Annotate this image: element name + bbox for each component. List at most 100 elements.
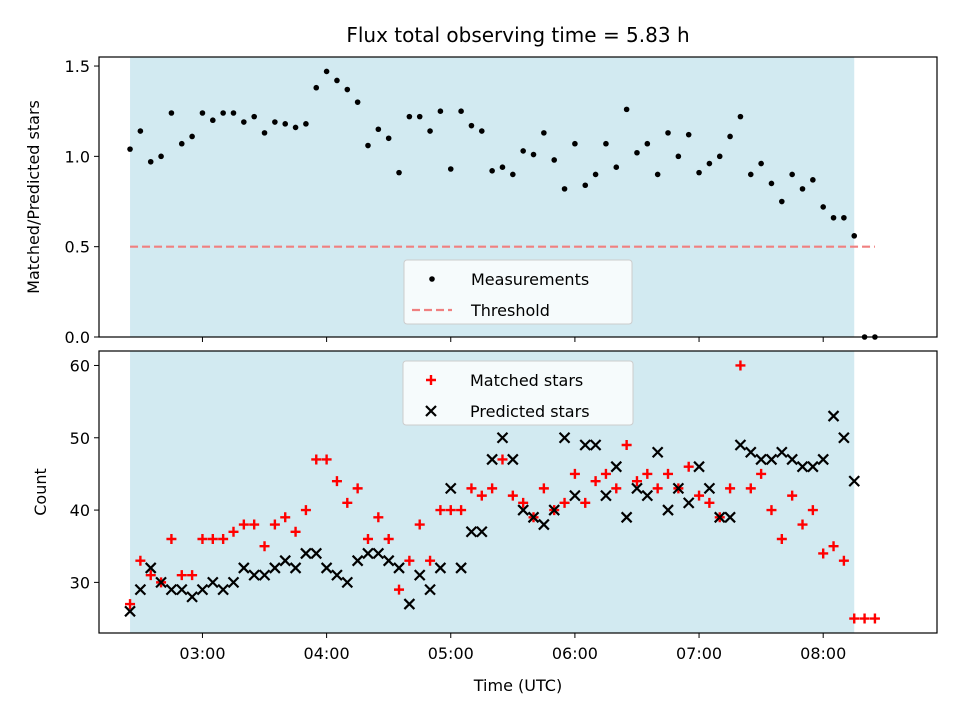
predicted-stars-point bbox=[134, 583, 147, 596]
predicted-stars-point bbox=[827, 410, 840, 422]
matched-stars-point bbox=[559, 497, 570, 508]
matched-stars-point bbox=[331, 476, 342, 487]
predicted-stars-point bbox=[217, 583, 229, 596]
matched-stars-point bbox=[869, 613, 880, 624]
measurement-point bbox=[634, 149, 640, 156]
measurement-point bbox=[830, 214, 837, 221]
predicted-stars-point bbox=[569, 489, 581, 502]
measurement-point bbox=[716, 153, 723, 160]
axes-frame bbox=[98, 350, 938, 634]
chart-title: Flux total observing time = 5.83 h bbox=[346, 23, 689, 47]
matched-stars-point bbox=[269, 519, 280, 530]
measurement-point bbox=[137, 128, 144, 134]
measurement-point bbox=[292, 124, 299, 131]
measurement-point bbox=[572, 140, 578, 147]
matched-stars-point bbox=[725, 483, 736, 494]
matched-stars-point bbox=[466, 483, 477, 494]
predicted-stars-point bbox=[289, 562, 302, 574]
predicted-stars-point bbox=[507, 453, 519, 466]
x-tick-label: 07:00 bbox=[676, 644, 722, 663]
legend-entry-label: Threshold bbox=[470, 301, 550, 320]
measurement-point bbox=[685, 131, 692, 138]
predicted-stars-point bbox=[382, 554, 395, 567]
matched-stars-point bbox=[445, 505, 456, 516]
predicted-stars-point bbox=[310, 547, 323, 560]
predicted-stars-point bbox=[413, 569, 426, 581]
measurement-point bbox=[158, 153, 164, 160]
matched-stars-point bbox=[580, 497, 591, 508]
matched-stars-point bbox=[238, 519, 249, 530]
matched-stars-point bbox=[311, 454, 322, 465]
matched-stars-point bbox=[828, 541, 839, 552]
predicted-stars-point bbox=[558, 431, 571, 444]
measurement-point bbox=[489, 168, 495, 174]
matched-stars-point bbox=[259, 541, 270, 552]
series-matched-stars bbox=[125, 360, 880, 624]
measurement-point bbox=[406, 113, 413, 120]
predicted-stars-point bbox=[186, 591, 198, 603]
matched-stars-point bbox=[518, 497, 529, 508]
predicted-stars-point bbox=[320, 562, 333, 574]
legend-box bbox=[402, 360, 634, 426]
predicted-stars-point bbox=[196, 583, 209, 596]
measurement-point bbox=[478, 128, 485, 134]
top-y-axis-label: Matched/Predicted stars bbox=[24, 100, 43, 294]
predicted-stars-point bbox=[796, 460, 809, 473]
predicted-stars-point bbox=[300, 547, 312, 560]
predicted-stars-point bbox=[817, 453, 829, 466]
measurement-point bbox=[127, 146, 133, 152]
measurement-point bbox=[210, 117, 216, 124]
matched-stars-point bbox=[818, 548, 829, 559]
measurement-point bbox=[644, 140, 651, 147]
measurement-point bbox=[241, 119, 247, 125]
legend-dot-icon bbox=[429, 276, 435, 282]
matched-stars-point bbox=[145, 570, 156, 581]
predicted-stars-point bbox=[620, 511, 633, 524]
x-axis-label: Time (UTC) bbox=[473, 676, 562, 695]
predicted-stars-point bbox=[238, 562, 250, 574]
matched-stars-point bbox=[590, 476, 601, 487]
measurement-point bbox=[261, 130, 268, 136]
measurement-point bbox=[230, 110, 237, 116]
matched-stars-point bbox=[228, 526, 239, 537]
measurement-point bbox=[799, 186, 806, 192]
predicted-stars-point bbox=[765, 453, 778, 466]
matched-stars-point bbox=[838, 555, 849, 566]
predicted-stars-point bbox=[755, 453, 767, 466]
predicted-stars-point bbox=[724, 511, 736, 524]
predicted-stars-point bbox=[713, 511, 726, 524]
predicted-stars-point bbox=[444, 482, 457, 495]
predicted-stars-point bbox=[579, 439, 592, 451]
predicted-stars-point bbox=[362, 547, 374, 560]
measurement-point bbox=[810, 177, 816, 183]
matched-stars-point bbox=[497, 454, 508, 465]
measurement-point bbox=[520, 148, 526, 154]
legend-plus-icon bbox=[426, 375, 436, 385]
legend-entry-label: Measurements bbox=[471, 270, 589, 289]
predicted-stars-point bbox=[672, 482, 685, 495]
y-tick-label: 0.0 bbox=[65, 328, 90, 347]
measurement-point bbox=[396, 169, 402, 176]
predicted-stars-point bbox=[786, 453, 798, 466]
measurement-point bbox=[499, 164, 506, 170]
y-tick-label: 50 bbox=[70, 429, 90, 448]
measurement-point bbox=[468, 122, 475, 129]
predicted-stars-point bbox=[248, 569, 260, 581]
measurement-point bbox=[385, 135, 392, 142]
matched-stars-point bbox=[487, 483, 498, 494]
y-tick-label: 60 bbox=[70, 356, 90, 375]
predicted-stars-point bbox=[838, 431, 850, 444]
x-tick-label: 04:00 bbox=[304, 644, 350, 663]
predicted-stars-point bbox=[434, 562, 447, 574]
matched-stars-point bbox=[300, 505, 311, 516]
measurement-point bbox=[458, 108, 464, 114]
measurement-point bbox=[665, 130, 671, 136]
measurement-point bbox=[251, 113, 257, 120]
legend-entry-label: Predicted stars bbox=[470, 402, 590, 421]
matched-stars-point bbox=[694, 490, 705, 501]
matched-stars-point bbox=[362, 534, 373, 544]
x-tick-label: 03:00 bbox=[179, 644, 225, 663]
predicted-stars-point bbox=[662, 504, 674, 516]
predicted-stars-point bbox=[734, 439, 747, 451]
